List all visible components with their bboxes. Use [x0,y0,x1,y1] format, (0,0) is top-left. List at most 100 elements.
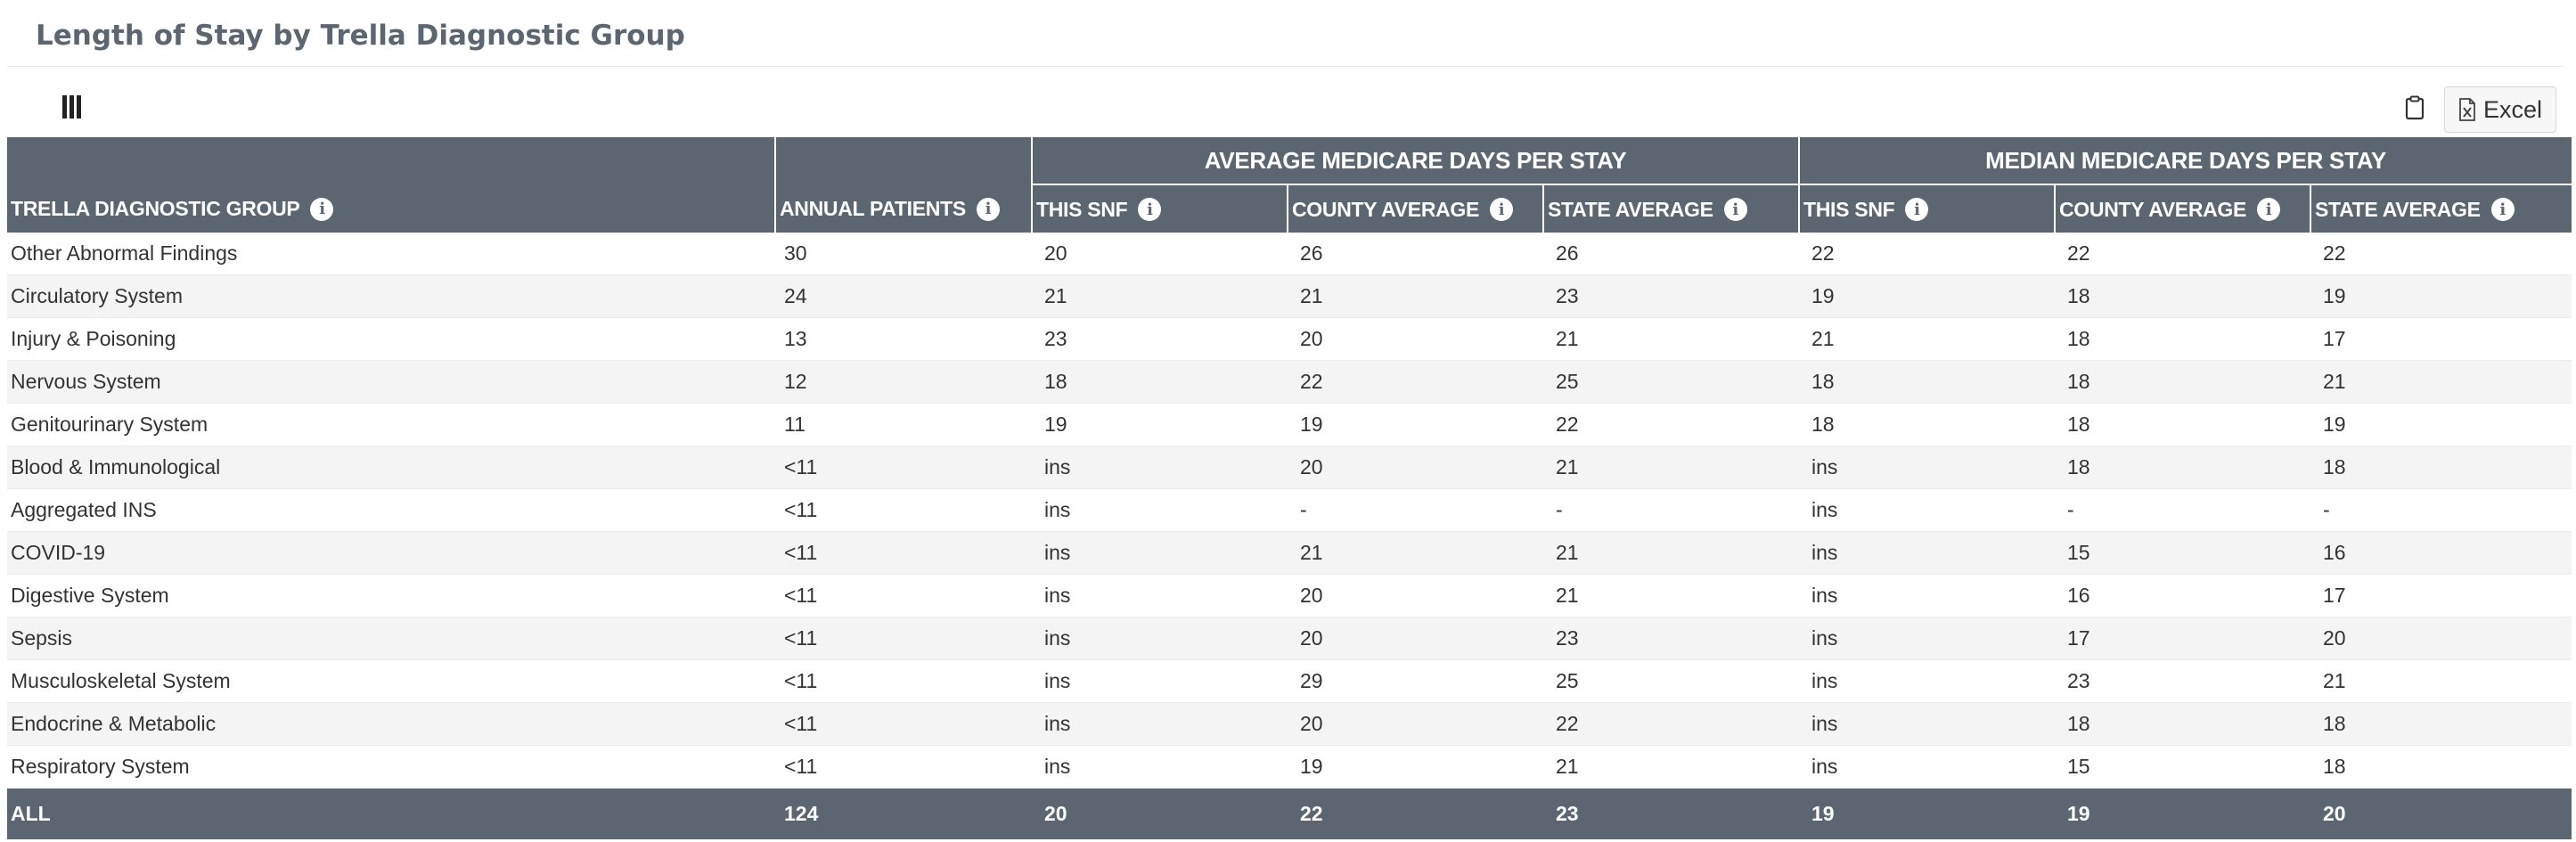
info-icon[interactable]: i [1138,198,1162,222]
table-cell: 21 [1543,574,1799,617]
info-icon[interactable]: i [976,197,1000,221]
table-cell: 18 [1799,360,2055,404]
table-cell: 18 [2310,745,2572,789]
table-cell: 19 [2310,274,2572,318]
table-cell: 25 [1543,659,1799,703]
table-cell: <11 [775,488,1032,532]
footer-cell: 19 [2055,788,2310,839]
diagnostic-group-cell: Blood & Immunological [7,446,775,489]
table-cell: 20 [1288,446,1543,489]
diagnostic-group-cell: Injury & Poisoning [7,317,775,361]
table-cell: 18 [1799,403,2055,446]
diagnostic-group-cell: Aggregated INS [7,488,775,532]
table-cell: 19 [2310,403,2572,446]
table-cell: 30 [775,233,1032,275]
column-visibility-button[interactable] [53,92,89,122]
table-cell: 23 [1543,274,1799,318]
table-cell: - [1543,488,1799,532]
table-cell: 11 [775,403,1032,446]
table-cell: 23 [1032,317,1288,361]
table-cell: ins [1032,659,1288,703]
column-header[interactable]: STATE AVERAGE i [1542,184,1799,233]
column-header[interactable]: THIS SNF i [1031,184,1288,233]
table-row: Musculoskeletal System <11 ins 29 25 ins 23 21 [7,659,2572,703]
column-header[interactable]: THIS SNF i [1798,184,2055,233]
group-header-average: AVERAGE MEDICARE DAYS PER STAY [1031,137,1799,185]
table-cell: <11 [775,702,1032,746]
footer-cell: 20 [2310,788,2572,839]
info-icon[interactable]: i [310,197,334,221]
table-cell: 20 [1288,574,1543,617]
table-row: Injury & Poisoning 13 23 20 21 21 18 17 [7,317,2572,361]
table-cell: 22 [1288,360,1543,404]
table-cell: 17 [2055,617,2310,660]
table-cell: ins [1799,446,2055,489]
table-cell: <11 [775,745,1032,789]
table-cell: ins [1032,702,1288,746]
table-cell: ins [1032,446,1288,489]
copy-to-clipboard-button[interactable] [2397,90,2433,126]
info-icon[interactable]: i [2257,198,2281,222]
table-cell: 18 [2055,274,2310,318]
table-cell: 12 [775,360,1032,404]
table-cell: ins [1032,745,1288,789]
table-cell: 18 [2310,702,2572,746]
column-header[interactable]: COUNTY AVERAGE i [2054,184,2310,233]
table-panel: Excel AVERAGE MEDICARE DAYS PER STAY MED… [7,66,2572,839]
diagnostic-group-cell: Endocrine & Metabolic [7,702,775,746]
table-row: Genitourinary System 11 19 19 22 18 18 19 [7,403,2572,446]
info-icon[interactable]: i [2490,198,2515,222]
clipboard-icon [2405,95,2425,120]
table-cell: 21 [1543,531,1799,575]
table-cell: 18 [2055,446,2310,489]
footer-cell: 20 [1032,788,1288,839]
table-cell: 15 [2055,531,2310,575]
table-cell: - [1288,488,1543,532]
table-cell: 20 [1288,702,1543,746]
table-cell: 22 [2055,233,2310,275]
table-cell: 19 [1288,745,1543,789]
column-header[interactable]: STATE AVERAGE i [2310,184,2572,233]
header-spacer [7,137,775,184]
table-cell: <11 [775,617,1032,660]
info-icon[interactable]: i [1905,198,1929,222]
info-icon[interactable]: i [1723,198,1747,222]
header-spacer [774,137,1032,184]
table-cell: 21 [1543,446,1799,489]
table-cell: 20 [2310,617,2572,660]
footer-cell: ALL [7,788,775,839]
info-icon[interactable]: i [1490,198,1514,222]
table-cell: 23 [1543,617,1799,660]
table-cell: 18 [2310,446,2572,489]
diagnostic-group-cell: Nervous System [7,360,775,404]
diagnostic-group-cell: Sepsis [7,617,775,660]
diagnostic-group-cell: Musculoskeletal System [7,659,775,703]
column-header[interactable]: ANNUAL PATIENTS i [774,184,1032,233]
column-header[interactable]: TRELLA DIAGNOSTIC GROUP i [7,184,775,233]
table-cell: ins [1032,531,1288,575]
page-title: Length of Stay by Trella Diagnostic Grou… [36,20,685,52]
table-cell: 18 [1032,360,1288,404]
table-cell: ins [1032,617,1288,660]
table-cell: 16 [2310,531,2572,575]
table-cell: 20 [1288,617,1543,660]
footer-cell: 124 [775,788,1032,839]
table-cell: 21 [1288,531,1543,575]
table-cell: 17 [2310,574,2572,617]
table-cell: <11 [775,659,1032,703]
table-cell: 20 [1288,317,1543,361]
table-cell: 22 [1799,233,2055,275]
column-header[interactable]: COUNTY AVERAGE i [1287,184,1543,233]
table-cell: 22 [1543,403,1799,446]
table-cell: - [2055,488,2310,532]
table-cell: 20 [1032,233,1288,275]
table-cell: 13 [775,317,1032,361]
diagnostic-group-cell: Circulatory System [7,274,775,318]
export-excel-button[interactable]: Excel [2444,86,2556,133]
export-excel-label: Excel [2482,95,2543,123]
table-row: Digestive System <11 ins 20 21 ins 16 17 [7,574,2572,617]
table-body: Other Abnormal Findings 30 20 26 26 22 22 22 Cir… [7,233,2572,789]
table-cell: 19 [1032,403,1288,446]
table-cell: 18 [2055,702,2310,746]
table-cell: ins [1032,574,1288,617]
